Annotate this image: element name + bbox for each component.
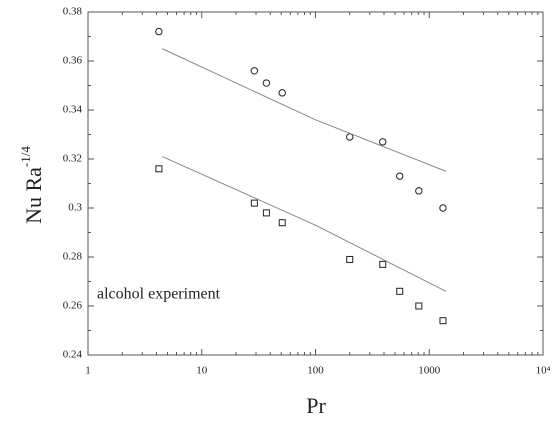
fit-line <box>162 156 447 292</box>
circle-point <box>250 67 259 75</box>
circle-point <box>278 89 286 97</box>
square-point <box>379 260 387 268</box>
square-point <box>439 317 447 325</box>
x-tick-label: 1000 <box>418 365 441 377</box>
y-tick-label: 0.32 <box>63 153 82 165</box>
circle-point <box>262 79 271 87</box>
square-point <box>155 165 163 173</box>
square-point <box>250 199 258 207</box>
y-axis-label-main: Nu Ra <box>21 167 46 224</box>
circle-point <box>379 138 387 146</box>
x-tick-label: 10 <box>196 365 208 377</box>
square-point <box>262 209 270 217</box>
x-tick-label: 100 <box>307 365 324 377</box>
y-tick-label: 0.34 <box>63 104 83 116</box>
y-axis-label: Nu Ra-1/4 <box>18 146 46 224</box>
x-tick-label: 10⁴ <box>536 365 551 377</box>
annotation: alcohol experiment <box>97 286 221 303</box>
y-tick-label: 0.24 <box>63 349 83 361</box>
y-axis-label-superscript: -1/4 <box>18 146 33 167</box>
square-point <box>415 302 423 310</box>
y-tick-label: 0.26 <box>63 300 83 312</box>
fit-line <box>162 48 447 172</box>
y-tick-label: 0.28 <box>63 251 83 263</box>
plot-frame <box>87 11 544 356</box>
y-tick-label: 0.36 <box>63 55 83 67</box>
circle-point <box>396 172 404 180</box>
square-point <box>396 287 404 295</box>
square-point <box>346 255 354 263</box>
circle-point <box>155 27 163 36</box>
y-tick-label: 0.38 <box>63 6 83 18</box>
x-tick-label: 1 <box>85 365 91 377</box>
circle-point <box>415 187 423 195</box>
y-tick-label: 0.3 <box>68 202 82 214</box>
square-point <box>278 219 286 227</box>
circle-point <box>439 204 447 212</box>
x-axis-label: Pr <box>306 393 326 418</box>
